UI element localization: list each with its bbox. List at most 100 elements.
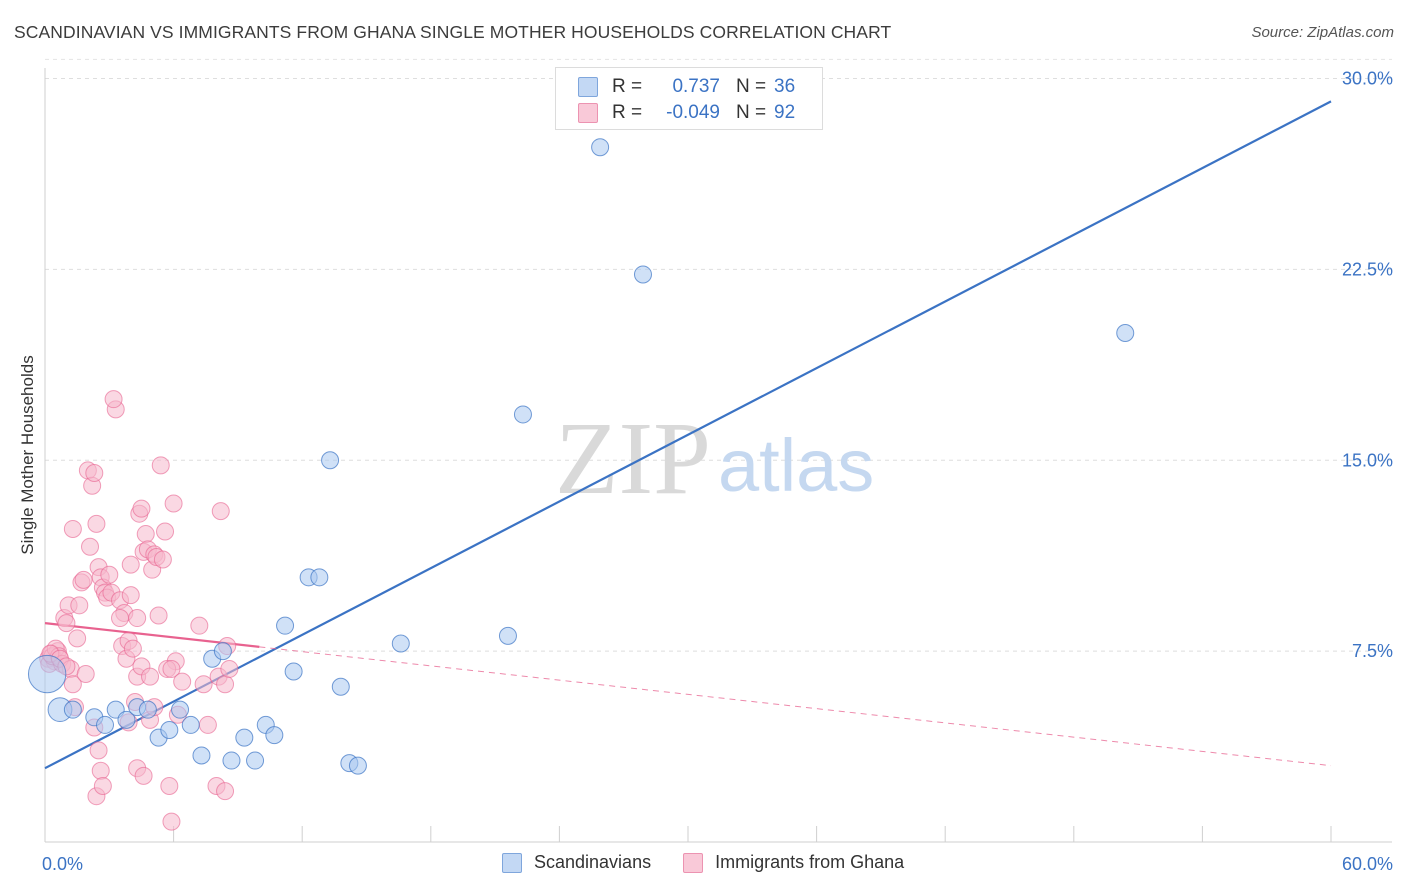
point-ghana [91,761,110,780]
legend-item-scandinavians[interactable]: Scandinavians [502,852,651,873]
point-ghana [162,659,181,678]
point-ghana [132,499,151,518]
point-ghana [156,522,175,541]
point-ghana [211,502,230,521]
point-ghana [74,570,93,589]
point-ghana [149,606,168,625]
point-scandinavian [513,405,532,424]
legend-row-ghana: R = -0.049 N = 92 [578,101,795,125]
point-ghana [63,675,82,694]
point-ghana [121,586,140,605]
point-ghana [134,766,153,785]
legend-n-label: N = [736,102,767,123]
point-ghana [194,675,213,694]
legend-row-scandinavians: R = 0.737 N = 36 [578,75,795,99]
legend-label: Immigrants from Ghana [715,852,905,872]
x-tick-label: 0.0% [42,854,83,874]
point-ghana [87,514,106,533]
legend-swatch-blue [502,852,522,873]
legend-r-label: R = [612,102,643,123]
point-ghana [153,550,172,569]
legend-swatch-blue [578,77,598,97]
point-scandinavian [321,451,340,470]
point-ghana [151,456,170,475]
point-scandinavian [117,710,136,729]
data-points [27,138,1135,831]
watermark-zip: ZIP [555,401,711,516]
point-ghana [216,782,235,801]
trend-line-0 [44,100,1332,770]
point-scandinavian [331,677,350,696]
point-ghana [220,659,239,678]
point-ghana [104,390,123,409]
legend-r-value: 0.737 [672,76,720,97]
point-scandinavian [265,726,284,745]
point-scandinavian [284,662,303,681]
point-ghana [93,777,112,796]
point-scandinavian [160,721,179,740]
point-ghana [100,565,119,584]
point-ghana [160,777,179,796]
axis-layer [44,68,1392,843]
legend-item-ghana[interactable]: Immigrants from Ghana [683,852,904,873]
point-scandinavian [192,746,211,765]
point-ghana [81,537,100,556]
point-scandinavian [246,751,265,770]
point-scandinavian [27,654,67,694]
point-scandinavian [276,616,295,635]
point-ghana [63,519,82,538]
point-scandinavian [181,715,200,734]
point-ghana [173,672,192,691]
point-scandinavian [222,751,241,770]
point-scandinavian [1116,324,1135,342]
y-tick-label: 22.5% [1342,259,1393,279]
point-ghana [216,675,235,694]
correlation-legend: R = 0.737 N = 36 R = -0.049 N = 92 [555,67,823,130]
point-scandinavian [310,568,329,587]
point-ghana [76,665,95,684]
source-label: Source: ZipAtlas.com [1251,24,1394,41]
point-scandinavian [348,756,367,775]
series-legend: Scandinavians Immigrants from Ghana [502,852,936,873]
point-ghana [128,609,147,628]
y-tick-label: 7.5% [1352,641,1393,661]
legend-swatch-pink [578,103,598,123]
legend-n-value: 36 [774,76,796,97]
point-scandinavian [633,265,652,284]
legend-swatch-pink [683,852,704,873]
legend-label: Scandinavians [534,852,652,872]
watermark: ZIP atlas [555,401,874,516]
point-ghana [70,596,89,615]
point-scandinavian [391,634,410,653]
y-axis-label: Single Mother Households [18,355,37,555]
point-scandinavian [63,700,82,719]
point-ghana [162,812,181,831]
legend-r-value: -0.049 [666,102,720,123]
point-ghana [85,463,104,482]
chart-title: SCANDINAVIAN VS IMMIGRANTS FROM GHANA SI… [14,22,892,42]
point-scandinavian [171,700,190,719]
point-ghana [89,741,108,760]
point-ghana [141,667,160,686]
point-scandinavian [138,700,157,719]
point-ghana [190,616,209,635]
point-scandinavian [96,715,115,734]
grid-layer [45,58,1392,652]
point-ghana [68,629,87,648]
point-ghana [111,609,130,628]
point-scandinavian [213,642,232,661]
point-ghana [121,555,140,574]
point-ghana [123,639,142,658]
tick-labels: 7.5% 15.0% 22.5% 30.0% 0.0% 60.0% [42,69,1393,875]
point-scandinavian [235,728,254,747]
point-scandinavian [591,138,610,157]
legend-r-label: R = [612,76,643,97]
x-tick-label: 60.0% [1342,854,1393,874]
legend-n-value: 92 [774,102,796,123]
y-tick-label: 30.0% [1342,69,1393,89]
trend-line-dashed-1 [259,646,1332,767]
point-ghana [198,715,217,734]
point-ghana [57,614,76,633]
point-ghana [136,525,155,544]
